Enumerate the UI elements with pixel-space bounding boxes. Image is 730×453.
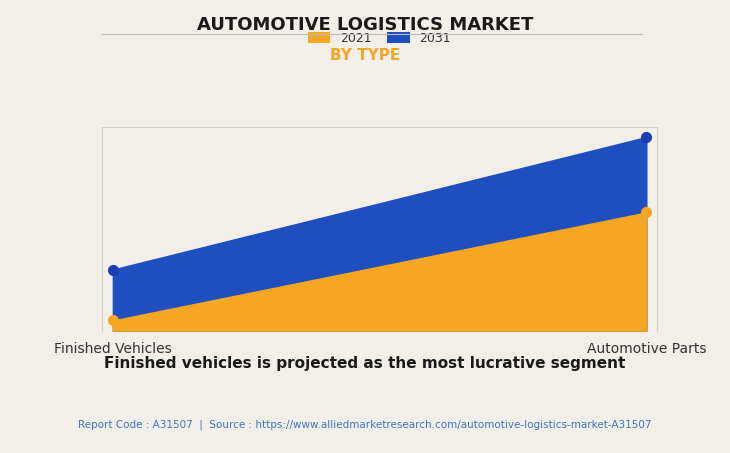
Text: Finished vehicles is projected as the most lucrative segment: Finished vehicles is projected as the mo… (104, 356, 626, 371)
Text: Report Code : A31507  |  Source : https://www.alliedmarketresearch.com/automotiv: Report Code : A31507 | Source : https://… (78, 419, 652, 429)
Text: AUTOMOTIVE LOGISTICS MARKET: AUTOMOTIVE LOGISTICS MARKET (197, 16, 533, 34)
Text: BY TYPE: BY TYPE (330, 48, 400, 63)
Legend: 2021, 2031: 2021, 2031 (303, 27, 456, 50)
